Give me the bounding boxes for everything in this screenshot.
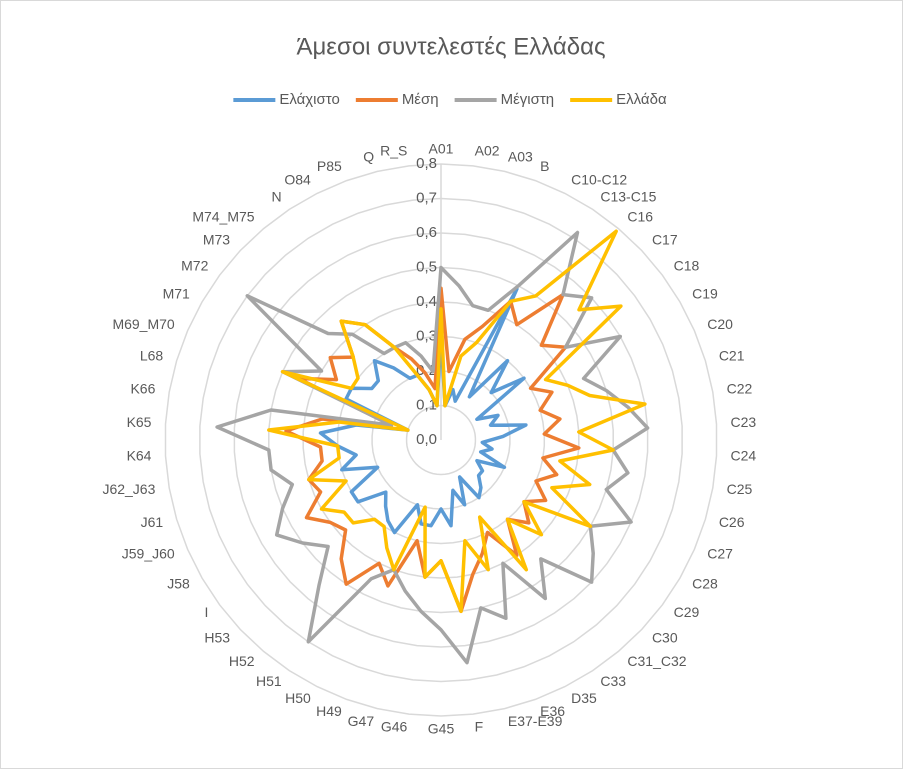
category-label: A03: [508, 149, 533, 165]
category-label: N: [272, 188, 282, 204]
category-label: K65: [127, 414, 152, 430]
category-label: G46: [381, 719, 408, 735]
series-line: [267, 229, 647, 614]
category-label: M71: [163, 286, 190, 302]
category-label: D35: [571, 690, 597, 706]
series-line: [215, 230, 650, 665]
category-label: C20: [707, 316, 733, 332]
category-label: C18: [674, 258, 700, 274]
y-tick-label: 0,1: [416, 396, 437, 413]
category-label: C30: [652, 630, 678, 646]
y-tick-label: 0,8: [416, 155, 437, 172]
category-label: M72: [181, 258, 208, 274]
category-label: C17: [652, 232, 678, 248]
category-label: K64: [127, 448, 152, 464]
legend-label: Ελάχιστο: [279, 91, 339, 108]
category-label: H53: [204, 630, 230, 646]
category-label: J59_J60: [122, 546, 175, 562]
category-label: C31_C32: [627, 653, 686, 669]
category-label: P85: [317, 158, 342, 174]
y-tick-label: 0,6: [416, 224, 437, 241]
category-label: J61: [141, 514, 164, 530]
category-label: C29: [674, 604, 700, 620]
category-label: E36: [540, 703, 565, 719]
category-label: M73: [203, 232, 230, 248]
category-label: A02: [475, 143, 500, 159]
category-label: H49: [316, 703, 342, 719]
category-label: G45: [428, 721, 455, 737]
grid-ring: [405, 404, 477, 476]
category-label: E37-E39: [508, 713, 563, 729]
grid-ring: [199, 197, 683, 683]
y-tick-label: 0,0: [416, 431, 437, 448]
category-label: Q: [363, 149, 374, 165]
category-label: C25: [727, 481, 753, 497]
legend-label: Μέση: [402, 91, 439, 108]
category-label: C16: [627, 209, 653, 225]
legend-label: Μέγιστη: [501, 91, 555, 108]
category-label: M69_M70: [112, 316, 174, 332]
category-label: J58: [167, 576, 190, 592]
category-label: C28: [692, 576, 718, 592]
category-label: C19: [692, 286, 718, 302]
category-label: L68: [140, 348, 164, 364]
category-label: A01: [429, 141, 454, 157]
chart-title: Άμεσοι συντελεστές Ελλάδας: [296, 33, 605, 60]
category-label: C26: [719, 514, 745, 530]
legend-label: Ελλάδα: [616, 91, 667, 108]
category-label: H51: [256, 673, 282, 689]
category-label: H50: [285, 690, 311, 706]
category-label: I: [204, 604, 208, 620]
grid-ring: [164, 163, 718, 717]
category-label: C22: [727, 380, 753, 396]
category-label: C23: [731, 414, 757, 430]
category-label: R_S: [380, 143, 407, 159]
y-tick-label: 0,4: [416, 293, 437, 310]
category-label: H52: [229, 653, 255, 669]
category-label: C13-C15: [600, 188, 656, 204]
y-tick-label: 0,3: [416, 327, 437, 344]
category-label: K66: [130, 380, 155, 396]
category-label: F: [475, 719, 484, 735]
category-label: C33: [600, 673, 626, 689]
category-label: C27: [707, 546, 733, 562]
category-label: M74_M75: [192, 209, 254, 225]
category-label: O84: [284, 172, 311, 188]
category-label: B: [540, 158, 549, 174]
category-label: C21: [719, 348, 745, 364]
category-label: C24: [731, 448, 757, 464]
y-tick-label: 0,5: [416, 258, 437, 275]
grid-ring: [268, 266, 614, 614]
category-label: C10-C12: [571, 172, 627, 188]
category-label: J62_J63: [102, 481, 155, 497]
category-label: G47: [348, 713, 375, 729]
y-tick-label: 0,7: [416, 189, 437, 206]
